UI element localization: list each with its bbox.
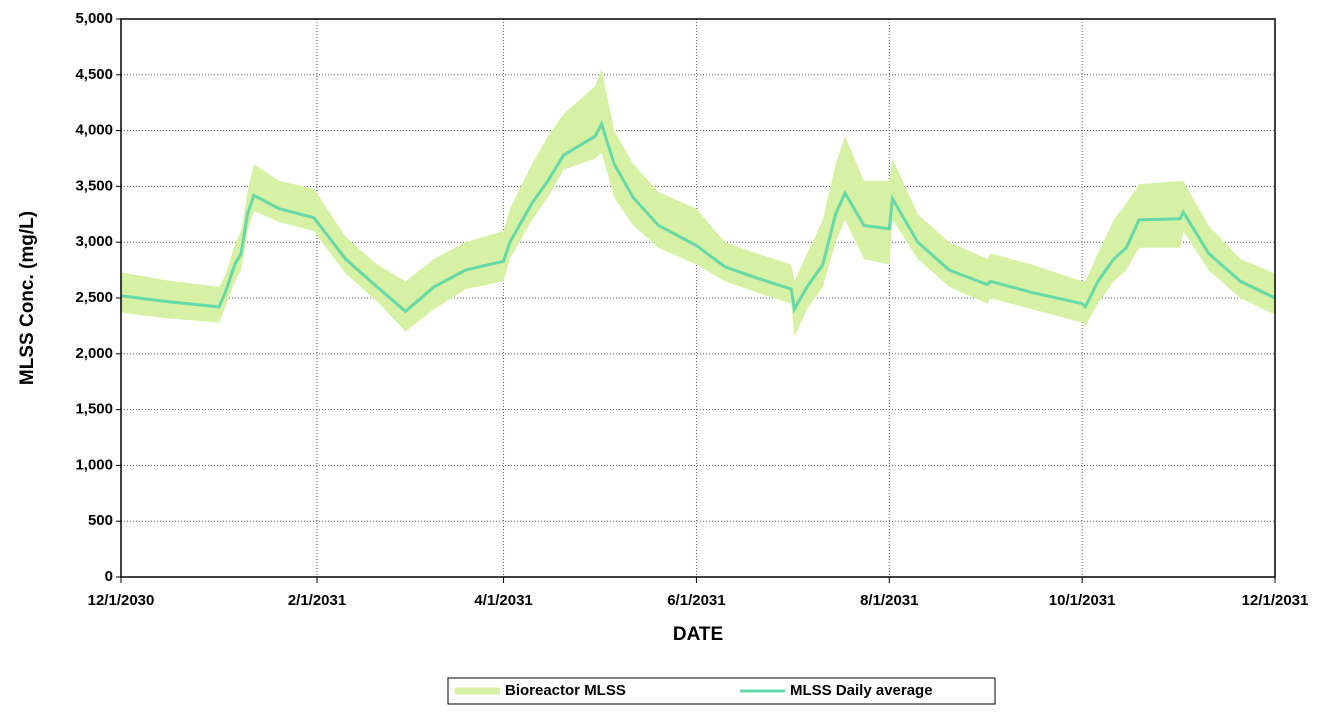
y-axis-title: MLSS Conc. (mg/L) bbox=[17, 211, 38, 385]
y-tick-label: 2,500 bbox=[75, 289, 113, 306]
x-tick-label: 6/1/2031 bbox=[667, 592, 725, 609]
y-tick-label: 4,500 bbox=[75, 66, 113, 83]
y-tick-label: 2,000 bbox=[75, 345, 113, 362]
legend: Bioreactor MLSS MLSS Daily average bbox=[447, 677, 996, 705]
legend-label: MLSS Daily average bbox=[790, 682, 933, 699]
grid bbox=[120, 18, 1276, 578]
x-tick-label: 12/1/2031 bbox=[1242, 592, 1309, 609]
plot-frame bbox=[120, 18, 1276, 578]
y-tick-label: 3,000 bbox=[75, 233, 113, 250]
y-tick-label: 0 bbox=[105, 568, 113, 585]
legend-label: Bioreactor MLSS bbox=[505, 682, 626, 699]
x-axis-title: DATE bbox=[673, 624, 723, 645]
y-tick-label: 4,000 bbox=[75, 122, 113, 139]
x-tick-label: 10/1/2031 bbox=[1049, 592, 1116, 609]
y-tick-label: 500 bbox=[88, 512, 113, 529]
y-tick-label: 5,000 bbox=[75, 10, 113, 27]
x-tick-label: 4/1/2031 bbox=[474, 592, 532, 609]
x-tick-label: 2/1/2031 bbox=[288, 592, 346, 609]
x-tick-label: 8/1/2031 bbox=[860, 592, 918, 609]
x-tick-label: 12/1/2030 bbox=[88, 592, 155, 609]
legend-box bbox=[447, 677, 996, 705]
y-tick-label: 1,000 bbox=[75, 456, 113, 473]
average-line bbox=[120, 119, 1276, 314]
range-band bbox=[121, 69, 1275, 338]
y-tick-label: 1,500 bbox=[75, 401, 113, 418]
y-tick-label: 3,500 bbox=[75, 177, 113, 194]
